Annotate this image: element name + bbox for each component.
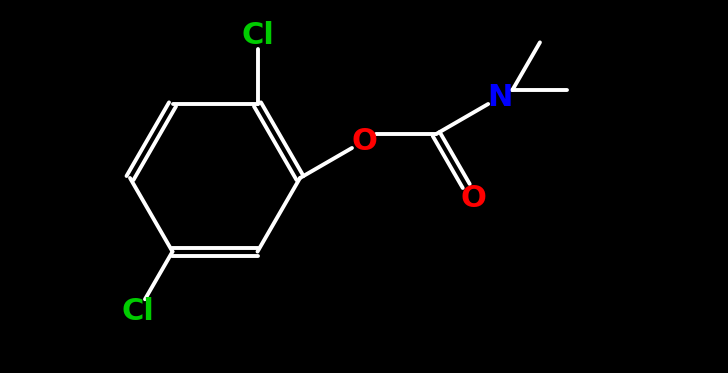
Text: O: O	[351, 126, 377, 156]
Text: O: O	[460, 184, 486, 213]
Text: N: N	[488, 82, 513, 112]
Text: Cl: Cl	[122, 297, 154, 326]
Text: Cl: Cl	[241, 21, 274, 50]
